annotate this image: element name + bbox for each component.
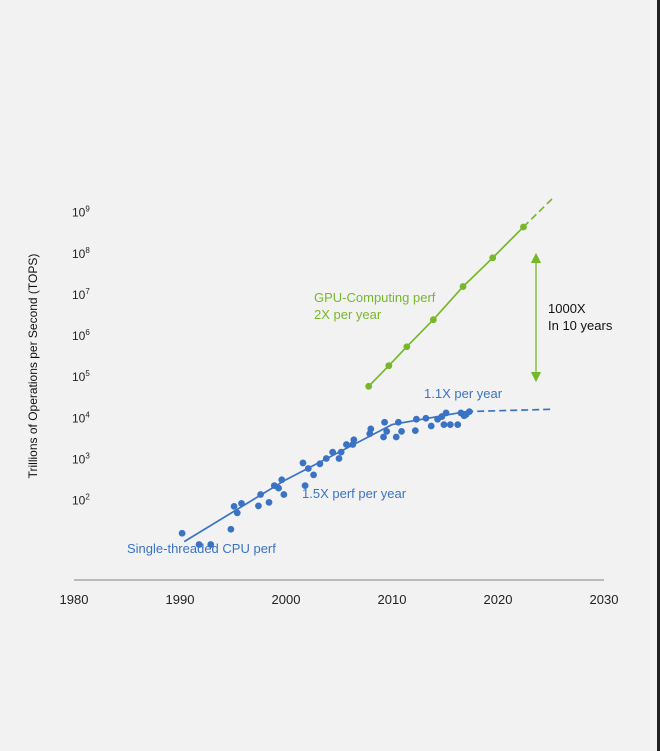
gpu-data-point <box>365 382 373 390</box>
x-tick-label: 1980 <box>60 592 89 607</box>
cpu-data-point <box>329 448 337 456</box>
y-tick-label: 109 <box>72 205 90 220</box>
cpu-data-point <box>465 408 473 416</box>
cpu-data-point <box>207 541 215 548</box>
cpu-early-rate-label: 1.5X perf per year <box>302 486 407 501</box>
cpu-data-point <box>178 529 186 537</box>
cpu-data-point <box>275 484 282 492</box>
gpu-label-rate: 2X per year <box>314 307 382 322</box>
cpu-data-point <box>446 421 454 429</box>
cpu-points <box>178 408 473 548</box>
cpu-data-point <box>195 541 203 548</box>
y-tick-label: 102 <box>72 493 90 508</box>
cpu-projection-line <box>466 408 552 413</box>
cpu-data-point <box>301 482 309 490</box>
x-tick-label: 2020 <box>484 592 513 607</box>
cpu-trend-line <box>183 410 467 543</box>
cpu-data-point <box>411 427 419 435</box>
y-tick-label: 104 <box>72 410 90 425</box>
gpu-data-point <box>459 283 467 290</box>
gpu-data-point <box>403 343 411 351</box>
cpu-data-point <box>412 415 420 423</box>
cpu-data-point <box>230 502 238 510</box>
cpu-data-point <box>238 500 245 507</box>
y-axis-title: Trillions of Operations per Second (TOPS… <box>26 254 40 479</box>
cpu-data-point <box>394 418 402 426</box>
gap-label-1000x: 1000X <box>548 301 586 316</box>
gpu-label-title: GPU-Computing perf <box>314 290 436 305</box>
x-tick-label: 1990 <box>166 592 195 607</box>
gpu-trend-line <box>368 226 525 387</box>
cpu-data-point <box>233 509 241 517</box>
cpu-data-point <box>380 433 387 441</box>
cpu-data-point <box>454 421 462 429</box>
gpu-data-point <box>520 223 527 231</box>
gpu-data-point <box>429 316 437 324</box>
cpu-data-point <box>255 502 262 510</box>
cpu-data-point <box>343 441 350 448</box>
cpu-data-point <box>304 465 312 472</box>
cpu-data-point <box>265 498 273 506</box>
cpu-data-point <box>392 433 400 441</box>
gap-label-years: In 10 years <box>548 318 613 333</box>
cpu-data-point <box>337 448 345 456</box>
cpu-data-point <box>322 455 330 462</box>
y-tick-labels: 102 103 104 105 106 107 108 109 <box>72 205 90 508</box>
cpu-data-point <box>442 409 450 417</box>
cpu-late-rate-label: 1.1X per year <box>424 386 503 401</box>
y-tick-label: 106 <box>72 328 90 343</box>
cpu-data-point <box>257 491 264 498</box>
cpu-data-point <box>316 460 324 468</box>
cpu-data-point <box>278 476 286 484</box>
gpu-projection-line <box>522 197 554 228</box>
cpu-data-point <box>310 471 317 479</box>
cpu-data-point <box>427 422 435 430</box>
gpu-points <box>365 223 527 390</box>
y-tick-label: 103 <box>72 451 90 466</box>
cpu-data-point <box>299 459 307 467</box>
cpu-data-point <box>440 421 448 429</box>
cpu-data-point <box>398 427 405 435</box>
cpu-data-point <box>383 427 391 435</box>
y-tick-label: 108 <box>72 246 90 261</box>
gpu-data-point <box>489 254 497 262</box>
x-tick-label: 2000 <box>272 592 301 607</box>
cpu-data-point <box>381 418 388 426</box>
gpu-data-point <box>385 362 393 370</box>
x-tick-labels: 1980 1990 2000 2010 2020 2030 <box>60 592 619 607</box>
cpu-data-point <box>350 436 358 444</box>
cpu-series-label: Single-threaded CPU perf <box>127 541 276 556</box>
y-tick-label: 107 <box>72 287 90 302</box>
cpu-data-point <box>422 414 430 422</box>
y-tick-label: 105 <box>72 369 90 384</box>
cpu-data-point <box>280 491 288 498</box>
cpu-data-point <box>335 455 343 462</box>
x-tick-label: 2030 <box>590 592 619 607</box>
cpu-data-point <box>367 425 375 433</box>
x-tick-label: 2010 <box>378 592 407 607</box>
cpu-data-point <box>227 525 235 533</box>
